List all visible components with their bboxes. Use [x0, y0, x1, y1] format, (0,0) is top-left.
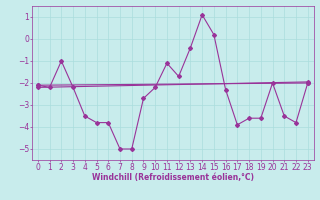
X-axis label: Windchill (Refroidissement éolien,°C): Windchill (Refroidissement éolien,°C) — [92, 173, 254, 182]
